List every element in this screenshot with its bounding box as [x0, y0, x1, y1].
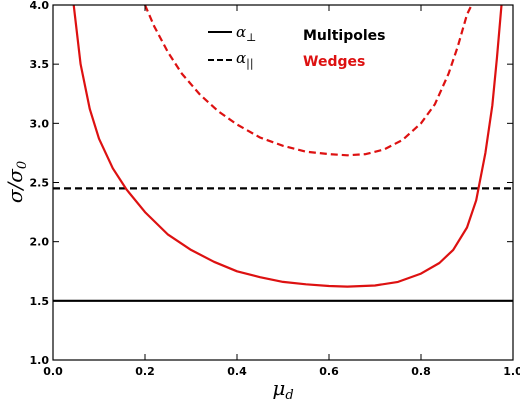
legend-par-sub: || — [246, 57, 253, 71]
y-tick-label: 1.0 — [30, 354, 50, 367]
y-tick-label: 1.5 — [30, 295, 50, 308]
y-tick-label: 4.0 — [30, 0, 50, 12]
plot-lines — [53, 5, 513, 302]
x-tick-label: 0.0 — [43, 365, 63, 378]
y-tick-label: 3.0 — [30, 117, 50, 130]
legend: α⊥ α|| Multipoles Wedges — [208, 23, 385, 71]
legend-multipoles: Multipoles — [303, 28, 385, 44]
x-tick-label: 0.4 — [227, 365, 247, 378]
series-line-wedges-perp — [72, 5, 503, 288]
x-tick-label: 0.2 — [135, 365, 155, 378]
legend-perp-main: α — [236, 23, 246, 41]
legend-par-main: α — [236, 49, 246, 67]
y-tick-label: 3.5 — [30, 58, 50, 71]
legend-wedges: Wedges — [303, 54, 365, 70]
y-tick-label: 2.5 — [30, 177, 50, 190]
y-axis-label-main: σ/σ — [3, 168, 27, 203]
x-tick-label: 0.8 — [411, 365, 431, 378]
y-axis-label: σ/σ0 — [3, 161, 30, 203]
x-axis-label-main: μ — [272, 376, 285, 400]
x-axis-label-sub: d — [285, 388, 293, 403]
y-tick-label: 2.0 — [30, 236, 50, 249]
legend-perp-label: α⊥ — [236, 23, 257, 44]
x-tick-label: 0.6 — [319, 365, 339, 378]
x-tick-label: 1.0 — [503, 365, 520, 378]
legend-perp-sub: ⊥ — [246, 31, 256, 44]
y-axis-label-sub: 0 — [15, 161, 30, 169]
x-axis-label: μd — [272, 376, 293, 403]
series-line-wedges-par — [143, 5, 473, 157]
ticks: 0.0 0.2 0.4 0.6 0.8 1.0 1.0 1.5 2.0 2.5 3.0 3.5 4.0 — [30, 0, 520, 378]
legend-par-label: α|| — [236, 49, 254, 71]
